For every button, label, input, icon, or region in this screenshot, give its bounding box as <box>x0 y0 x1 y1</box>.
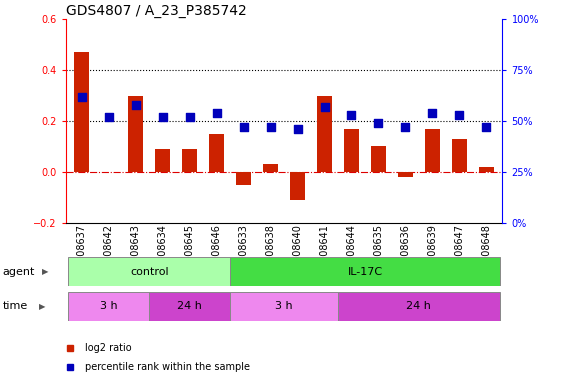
Bar <box>398 172 413 177</box>
Text: 24 h: 24 h <box>177 301 202 311</box>
Point <box>266 124 275 130</box>
Bar <box>263 164 278 172</box>
Point <box>77 93 86 99</box>
Point <box>347 112 356 118</box>
Bar <box>74 52 89 172</box>
Bar <box>452 139 467 172</box>
Point <box>239 124 248 130</box>
Text: 24 h: 24 h <box>407 301 431 311</box>
Bar <box>479 167 494 172</box>
Text: control: control <box>130 266 168 277</box>
Bar <box>338 292 500 321</box>
Point <box>104 114 114 120</box>
Bar <box>290 172 305 200</box>
Bar <box>317 96 332 172</box>
Bar <box>209 134 224 172</box>
Bar <box>371 146 386 172</box>
Text: percentile rank within the sample: percentile rank within the sample <box>85 362 250 372</box>
Text: GDS4807 / A_23_P385742: GDS4807 / A_23_P385742 <box>66 4 247 18</box>
Text: time: time <box>3 301 28 311</box>
Text: ▶: ▶ <box>39 302 45 311</box>
Text: log2 ratio: log2 ratio <box>85 343 132 353</box>
Point <box>401 124 410 130</box>
Point <box>185 114 194 120</box>
Point <box>374 120 383 126</box>
Text: 3 h: 3 h <box>275 301 293 311</box>
Text: agent: agent <box>3 266 35 277</box>
Text: IL-17C: IL-17C <box>347 266 383 277</box>
Point <box>320 104 329 110</box>
Point <box>482 124 491 130</box>
Bar <box>230 257 500 286</box>
Bar <box>425 129 440 172</box>
Bar <box>69 292 149 321</box>
Bar <box>344 129 359 172</box>
Bar <box>182 149 197 172</box>
Point <box>428 110 437 116</box>
Point <box>212 110 221 116</box>
Point <box>131 102 140 108</box>
Bar <box>155 149 170 172</box>
Bar <box>128 96 143 172</box>
Bar <box>236 172 251 185</box>
Bar <box>149 292 230 321</box>
Point <box>455 112 464 118</box>
Point <box>293 126 302 132</box>
Point <box>158 114 167 120</box>
Bar <box>69 257 230 286</box>
Text: ▶: ▶ <box>42 267 48 276</box>
Text: 3 h: 3 h <box>100 301 118 311</box>
Bar <box>230 292 338 321</box>
